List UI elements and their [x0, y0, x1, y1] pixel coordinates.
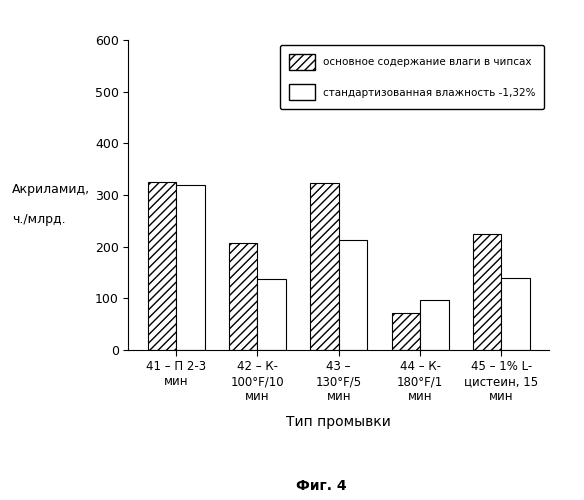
Bar	[420, 300, 449, 350]
Text: ч./млрд.: ч./млрд.	[12, 214, 65, 226]
Bar	[310, 183, 339, 350]
Bar	[473, 234, 502, 350]
Bar	[339, 240, 367, 350]
Bar	[148, 182, 176, 350]
Bar	[176, 184, 204, 350]
Text: Фиг. 4: Фиг. 4	[296, 479, 346, 493]
Bar	[392, 313, 420, 350]
Text: Акриламид,: Акриламид,	[12, 184, 90, 196]
X-axis label: Тип промывки: Тип промывки	[286, 414, 391, 428]
Bar	[502, 278, 530, 350]
Bar	[229, 243, 258, 350]
Bar	[258, 278, 286, 350]
Legend: основное содержание влаги в чипсах, стандартизованная влажность -1,32%: основное содержание влаги в чипсах, стан…	[280, 45, 544, 108]
